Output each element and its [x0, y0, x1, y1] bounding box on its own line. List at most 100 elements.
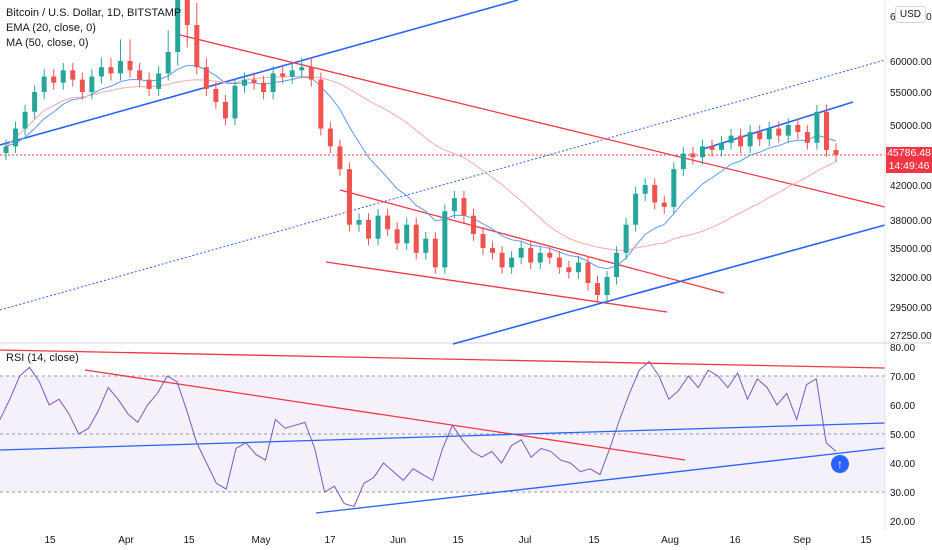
candle-body [70, 70, 76, 80]
time-tick-label: 15 [183, 535, 195, 546]
moving-averages [5, 64, 837, 270]
candle-body [356, 220, 362, 225]
candle-body [604, 277, 610, 295]
candle-body [280, 73, 286, 77]
blue-channel-upper-short[interactable] [699, 101, 854, 151]
candle-body [518, 248, 524, 258]
candle-body [385, 215, 391, 230]
candle-body [747, 132, 753, 147]
candle-body [270, 73, 276, 92]
candle-body [509, 257, 515, 268]
candle-body [194, 25, 200, 68]
candle-body [375, 215, 381, 239]
candle-body [242, 79, 248, 86]
red-channel-top[interactable] [339, 189, 725, 294]
time-tick-label: Jun [390, 535, 406, 546]
candle-body [490, 248, 496, 253]
ma-legend[interactable]: MA (50, close, 0) [6, 37, 89, 49]
candle-body [594, 283, 600, 295]
candle-body [719, 142, 725, 150]
candle-body [776, 128, 782, 136]
blue-support-trendline[interactable] [452, 224, 886, 345]
candle-body [289, 70, 295, 77]
candle-body [614, 252, 620, 277]
time-tick-label: May [252, 535, 271, 546]
rsi-red-trendline-top[interactable] [0, 349, 886, 369]
candle-body [833, 149, 839, 155]
rsi-legend-label: RSI (14, close) [6, 352, 79, 364]
red-descending-trendline[interactable] [179, 34, 886, 208]
candle-body [795, 125, 801, 133]
candle-body [442, 211, 448, 268]
candle-body [346, 169, 352, 225]
candle-body [823, 111, 829, 150]
rsi-tick-label: 50.00 [890, 430, 915, 441]
candle-body [308, 67, 314, 80]
rsi-blue-trendline-mid[interactable] [0, 422, 886, 451]
candle-body [156, 73, 162, 89]
time-axis: 15 Apr 15 May 17 Jun 15 Jul 15 Aug 16 Sep 15 [44, 535, 872, 546]
candle-body [41, 76, 47, 92]
candle-body [232, 85, 238, 119]
rsi-series [0, 360, 837, 508]
candle-body [117, 61, 123, 74]
rsi-legend[interactable]: RSI (14, close) [6, 351, 79, 366]
price-tick-label: 29500.00 [890, 303, 932, 314]
candle-body [146, 79, 152, 89]
candle-body [499, 252, 505, 268]
candle-body [575, 262, 581, 273]
candle-body [98, 67, 104, 77]
time-tick-label: 15 [860, 535, 872, 546]
candle-body [633, 193, 639, 225]
candle-body [690, 153, 696, 158]
candle-body [137, 70, 143, 80]
red-channel-bottom[interactable] [325, 261, 668, 313]
candle-body [738, 135, 744, 147]
candle-body [327, 128, 333, 147]
rsi-line[interactable] [0, 360, 837, 508]
ema-legend[interactable]: EMA (20, close, 0) [6, 22, 96, 34]
price-tick-label: 32000.00 [890, 273, 932, 284]
time-tick-label: Apr [118, 535, 134, 546]
candle-body [299, 67, 305, 71]
currency-button[interactable]: USD [894, 6, 926, 23]
candle-body [671, 169, 677, 207]
candle-body [709, 146, 715, 150]
candle-body [699, 146, 705, 158]
candle-body [251, 79, 257, 83]
price-axis: 62500.0060000.0055000.0050000.0042000.00… [890, 12, 932, 342]
candle-body [423, 238, 429, 253]
candle-body [203, 67, 209, 89]
candle-body [528, 248, 534, 263]
ma-line[interactable] [5, 75, 837, 251]
symbol-title[interactable]: Bitcoin / U.S. Dollar, 1D, BITSTAMP [6, 7, 182, 19]
candle-body [89, 76, 95, 92]
candle-body [757, 132, 763, 140]
candle-body [728, 135, 734, 143]
trendline-drawings[interactable] [0, 0, 886, 514]
rsi-blue-trendline-low[interactable] [315, 447, 886, 514]
price-tick-label: 50000.00 [890, 121, 932, 132]
candle-body [184, 0, 190, 25]
candle-body [175, 0, 181, 52]
rsi-tick-label: 70.00 [890, 372, 915, 383]
rsi-red-trendline-desc[interactable] [84, 369, 686, 461]
rsi-tick-label: 40.00 [890, 459, 915, 470]
candle-body [13, 128, 19, 147]
candle-body [337, 146, 343, 170]
candle-body [642, 185, 648, 194]
candle-body [814, 111, 820, 143]
candle-body [32, 92, 38, 112]
ema-line[interactable] [5, 64, 837, 270]
rsi-tick-label: 80.00 [890, 343, 915, 354]
blue-trendline-upper[interactable] [0, 0, 519, 146]
candle-body [661, 202, 667, 207]
candle-body [652, 185, 658, 203]
candle-body [318, 79, 324, 129]
blue-dotted-channel-line[interactable] [0, 59, 886, 311]
price-tick-label: 38000.00 [890, 216, 932, 227]
rsi-tick-label: 20.00 [890, 517, 915, 528]
candle-body [22, 111, 28, 129]
arrow-up-icon[interactable]: ↑ [831, 455, 849, 473]
